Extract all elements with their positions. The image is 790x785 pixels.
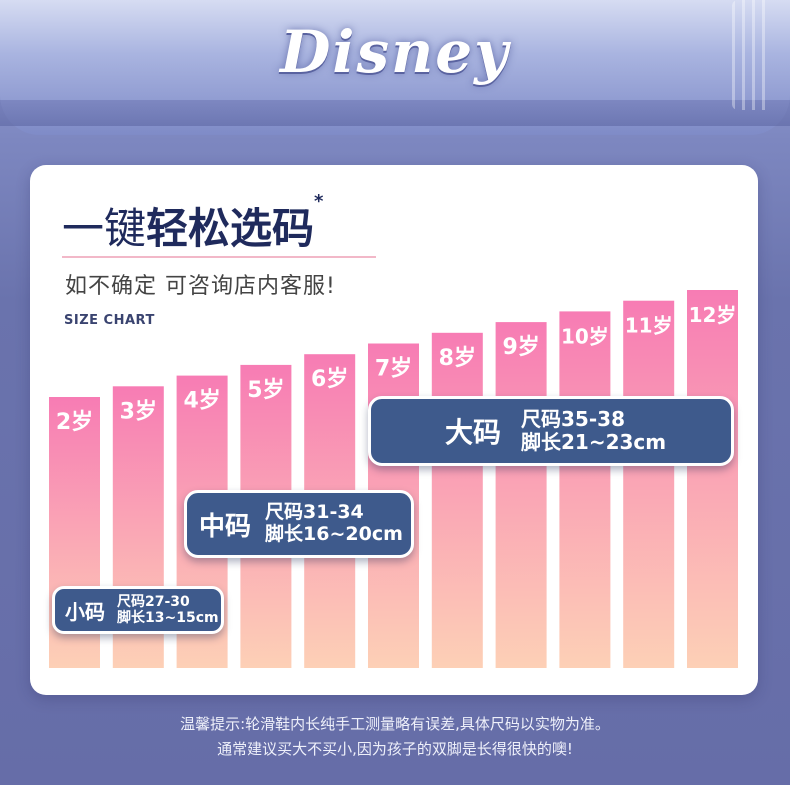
badge-large-info: 尺码35-38 脚长21~23cm bbox=[521, 408, 666, 454]
footer-note: 温馨提示:轮滑鞋内长纯手工测量略有误差,具体尺码以实物为准。 通常建议买大不买小… bbox=[0, 712, 790, 762]
bar-label-9: 10岁 bbox=[561, 324, 609, 348]
bar-8 bbox=[495, 322, 547, 668]
title-underline bbox=[62, 256, 376, 258]
bar-10 bbox=[623, 300, 675, 668]
page-title: 一键轻松选码* bbox=[62, 191, 323, 256]
bar-11 bbox=[687, 290, 738, 668]
stripe-decoration bbox=[732, 0, 772, 110]
bar-label-6: 7岁 bbox=[375, 356, 412, 382]
badge-medium-size: 中码 尺码31-34 脚长16~20cm bbox=[184, 490, 414, 558]
title-main: 轻松选码 bbox=[146, 204, 315, 253]
bar-9 bbox=[559, 311, 611, 668]
footer-line-1: 温馨提示:轮滑鞋内长纯手工测量略有误差,具体尺码以实物为准。 bbox=[180, 715, 610, 733]
badge-medium-info: 尺码31-34 脚长16~20cm bbox=[265, 501, 403, 546]
badge-small-foot-length: 脚长13~15cm bbox=[117, 610, 219, 626]
badge-large-size-range: 尺码35-38 bbox=[521, 407, 625, 431]
bar-label-5: 6岁 bbox=[311, 366, 348, 392]
subtitle: 如不确定 可咨询店内客服! bbox=[65, 274, 336, 299]
top-rail-decoration bbox=[0, 100, 790, 126]
bar-label-11: 12岁 bbox=[689, 303, 737, 327]
footer-line-2: 通常建议买大不买小,因为孩子的双脚是长得很快的噢! bbox=[217, 740, 573, 758]
badge-large-name: 大码 bbox=[445, 416, 502, 449]
badge-medium-foot-length: 脚长16~20cm bbox=[265, 523, 403, 545]
title-prefix: 一键 bbox=[62, 204, 147, 253]
badge-small-name: 小码 bbox=[65, 599, 105, 624]
bar-label-3: 4岁 bbox=[183, 388, 220, 414]
title-mark: * bbox=[314, 191, 324, 212]
size-chart-label: SIZE CHART bbox=[64, 313, 155, 328]
badge-small-size: 小码 尺码27-30 脚长13~15cm bbox=[52, 586, 224, 634]
badge-large-foot-length: 脚长21~23cm bbox=[521, 430, 667, 454]
bar-7 bbox=[431, 332, 483, 668]
bar-label-7: 8岁 bbox=[439, 345, 476, 371]
bar-label-1: 2岁 bbox=[56, 409, 93, 435]
badge-medium-size-range: 尺码31-34 bbox=[265, 501, 364, 524]
bar-label-2: 3岁 bbox=[120, 398, 157, 424]
bar-label-10: 11岁 bbox=[625, 314, 673, 338]
badge-medium-name: 中码 bbox=[199, 511, 252, 542]
disney-logo: Disney bbox=[280, 18, 510, 86]
bar-label-8: 9岁 bbox=[502, 334, 539, 360]
badge-large-size: 大码 尺码35-38 脚长21~23cm bbox=[368, 396, 734, 466]
bar-label-4: 5岁 bbox=[247, 377, 284, 403]
badge-small-size-range: 尺码27-30 bbox=[117, 593, 190, 610]
badge-small-info: 尺码27-30 脚长13~15cm bbox=[117, 594, 219, 626]
